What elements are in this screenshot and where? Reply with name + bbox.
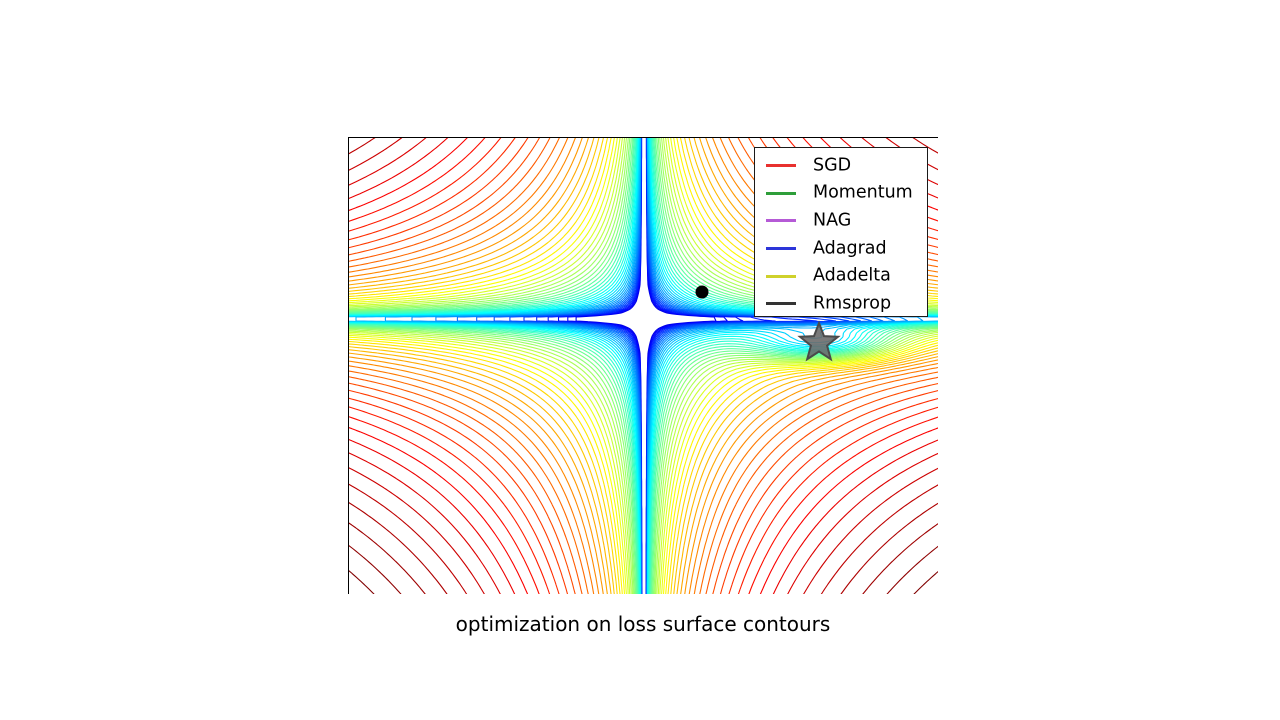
legend-label-adadelta: Adadelta [813, 265, 891, 286]
contour-line [348, 137, 938, 594]
contour-line [348, 137, 938, 594]
legend-swatch-sgd [766, 164, 796, 168]
legend-label-momentum: Momentum [813, 182, 913, 203]
contour-line [348, 501, 938, 594]
legend-label-nag: NAG [813, 210, 852, 231]
legend: SGD Momentum NAG Adagrad Adadelta Rmspro… [754, 147, 928, 317]
legend-entry-sgd: SGD [755, 152, 927, 180]
legend-label-sgd: SGD [813, 155, 852, 176]
legend-entry-momentum: Momentum [755, 180, 927, 208]
contour-line [348, 569, 938, 594]
contour-line [348, 137, 938, 594]
legend-swatch-rmsprop [766, 302, 796, 306]
legend-swatch-nag [766, 219, 796, 223]
legend-entry-adagrad: Adagrad [755, 235, 927, 263]
legend-entry-rmsprop: Rmsprop [755, 290, 927, 318]
contour-line [348, 137, 938, 594]
contour-line [348, 137, 938, 594]
legend-label-rmsprop: Rmsprop [813, 293, 892, 314]
minimum-star-marker [797, 320, 841, 362]
contour-line [348, 137, 938, 594]
start-point-marker [695, 285, 709, 299]
contour-line [348, 137, 938, 594]
contour-line [348, 521, 938, 594]
contour-line [348, 137, 938, 594]
legend-swatch-adagrad [766, 247, 796, 251]
legend-swatch-adadelta [766, 274, 796, 278]
contour-line [348, 137, 938, 594]
legend-label-adagrad: Adagrad [813, 237, 887, 258]
contour-line [348, 137, 938, 594]
contour-line [348, 137, 938, 594]
legend-entry-adadelta: Adadelta [755, 262, 927, 290]
contour-line [348, 137, 938, 594]
legend-entry-nag: NAG [755, 207, 927, 235]
contour-plot: SGD Momentum NAG Adagrad Adadelta Rmspro… [348, 137, 938, 594]
legend-swatch-momentum [766, 191, 796, 195]
slide-caption: optimization on loss surface contours [455, 612, 831, 636]
contour-line [348, 137, 938, 594]
